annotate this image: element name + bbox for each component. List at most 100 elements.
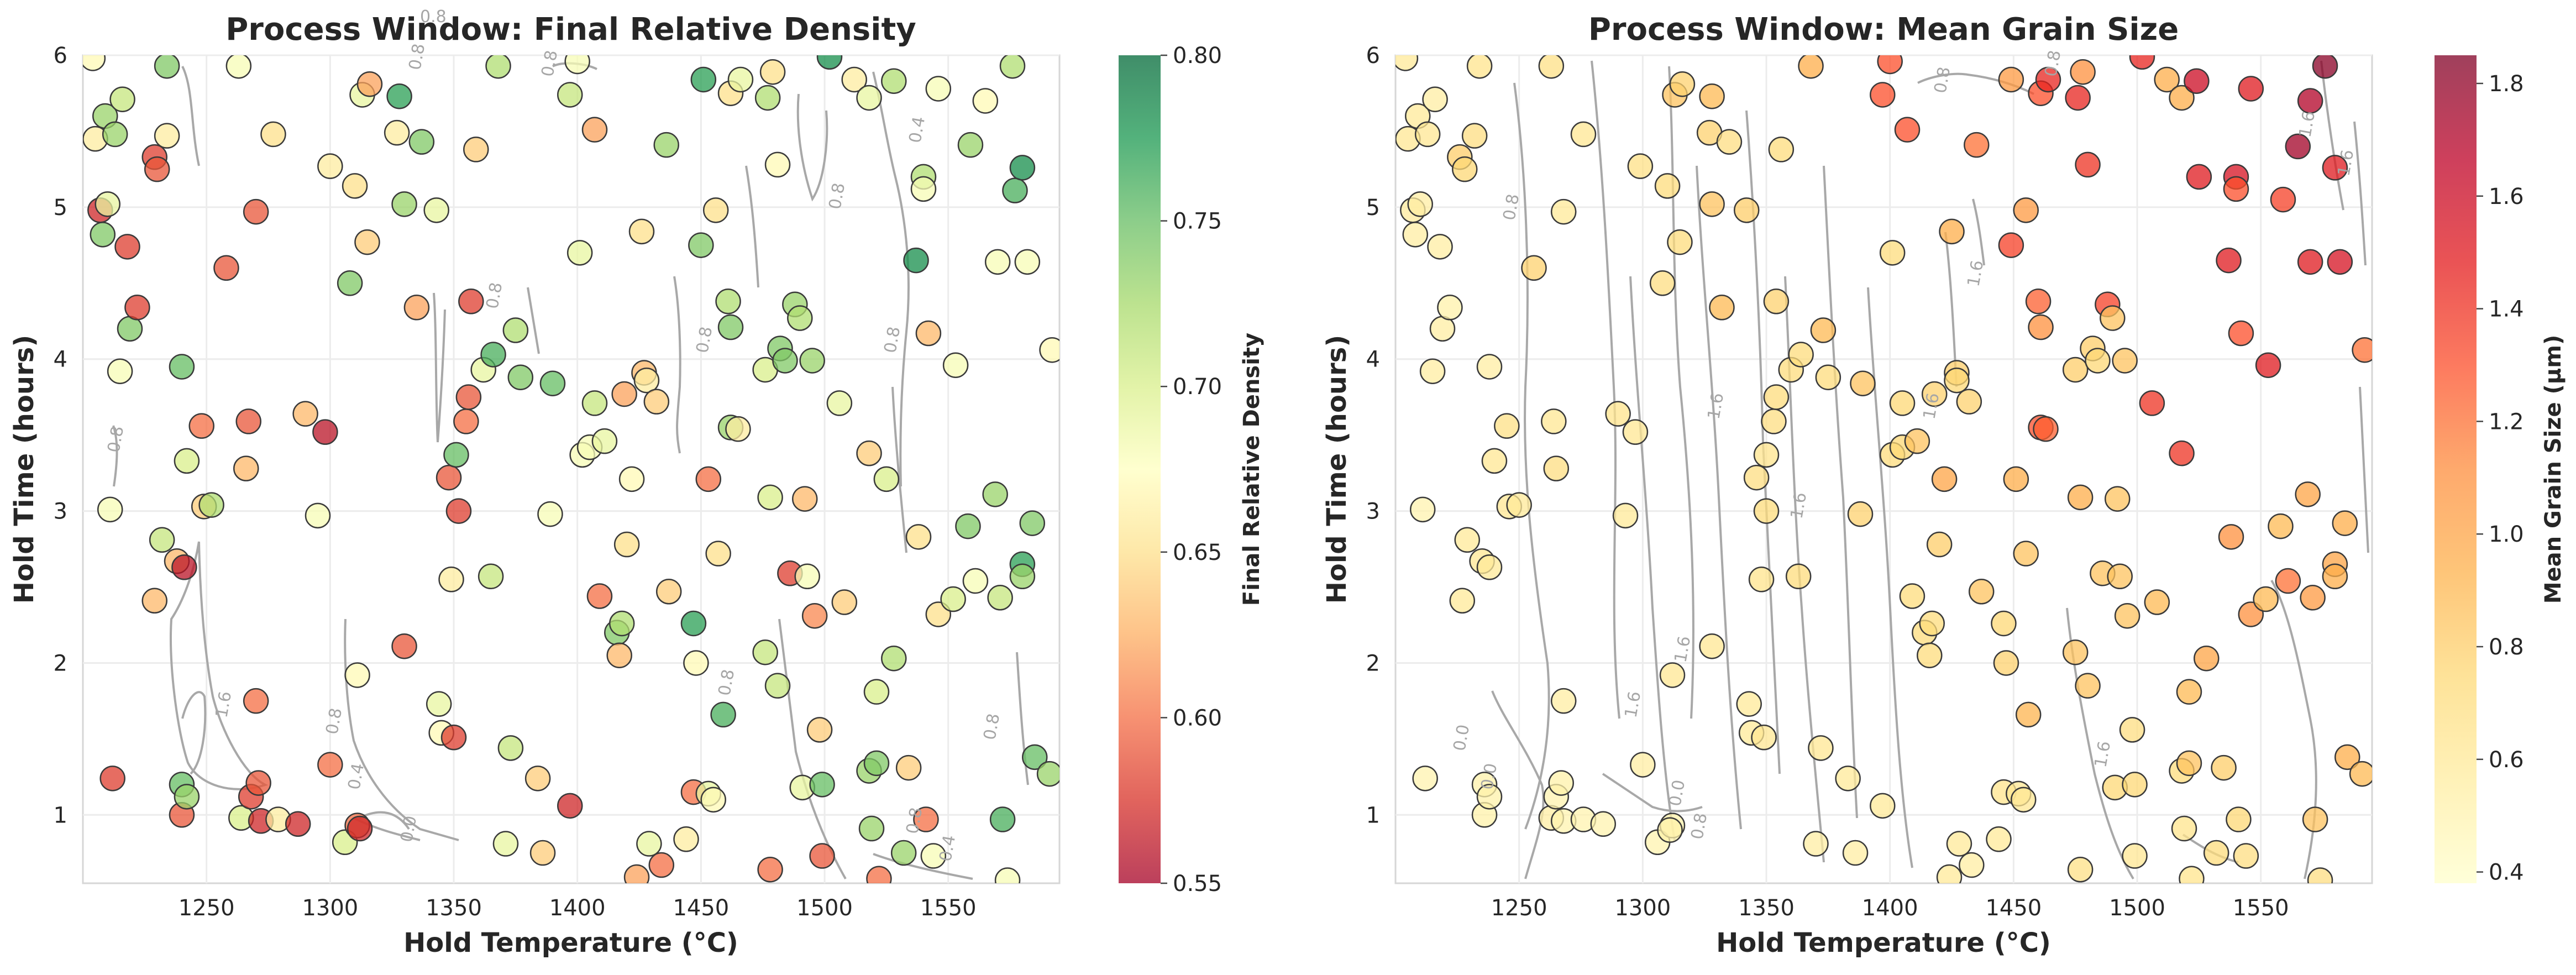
scatter-point (1743, 464, 1770, 491)
density-contour-line (181, 691, 207, 775)
scatter-point (1605, 401, 1631, 427)
scatter-point (2154, 66, 2180, 93)
scatter-point (1002, 177, 1028, 203)
grain-chart-title: Process Window: Mean Grain Size (1588, 12, 2179, 48)
colorbar-tick-label: 1.8 (2489, 71, 2524, 97)
scatter-point (1709, 295, 1735, 321)
scatter-point (317, 153, 343, 179)
scatter-point (999, 55, 1026, 79)
scatter-point (591, 428, 618, 454)
y-tick-label: 2 (1366, 651, 1380, 676)
scatter-point (1521, 255, 1547, 281)
scatter-point (2107, 563, 2133, 590)
scatter-point (2067, 484, 2094, 511)
scatter-point (2179, 866, 2205, 883)
scatter-point (453, 408, 479, 434)
scatter-point (90, 222, 116, 248)
scatter-point (2122, 772, 2148, 798)
scatter-point (1541, 408, 1567, 434)
scatter-point (1733, 197, 1760, 223)
scatter-point (141, 588, 167, 614)
scatter-point (1753, 498, 1780, 524)
scatter-point (633, 367, 660, 394)
x-tick-label: 1350 (426, 895, 482, 921)
scatter-point (1543, 455, 1570, 481)
scatter-point (863, 750, 890, 777)
scatter-point (2332, 510, 2358, 536)
scatter-point (1936, 864, 1963, 883)
scatter-point (1879, 240, 1906, 266)
scatter-point (1427, 234, 1453, 260)
colorbar-tick-label: 0.4 (2489, 860, 2524, 885)
scatter-point (866, 866, 892, 883)
scatter-point (1481, 448, 1508, 474)
scatter-point (154, 123, 180, 149)
scatter-point (816, 55, 843, 70)
grain-contour-label: 1.6 (1621, 690, 1645, 719)
scatter-point (2169, 85, 2195, 111)
scatter-point (2067, 857, 2094, 883)
scatter-point (1422, 86, 1448, 112)
scatter-point (502, 317, 529, 343)
scatter-point (337, 270, 363, 296)
scatter-point (695, 466, 722, 492)
scatter-point (1939, 218, 1965, 245)
y-tick-label: 3 (1366, 499, 1380, 525)
scatter-point (989, 806, 1016, 832)
scatter-point (524, 766, 551, 791)
scatter-point (114, 234, 140, 260)
scatter-point (1921, 381, 1948, 407)
scatter-point (1414, 121, 1441, 148)
scatter-point (881, 68, 907, 94)
scatter-point (2322, 563, 2348, 590)
scatter-point (2176, 679, 2202, 705)
scatter-point (2268, 513, 2294, 539)
y-tick-label: 2 (54, 651, 67, 676)
grain-contour-label: 1.6 (2334, 148, 2358, 177)
scatter-point (354, 229, 380, 255)
colorbar-tick-label: 0.75 (1173, 209, 1222, 234)
scatter-point (1659, 662, 1686, 688)
scatter-point (169, 354, 195, 380)
grain-contour-line (1513, 82, 1550, 830)
grain-contour-label: 1.6 (1919, 391, 1943, 421)
scatter-point (312, 419, 338, 445)
scatter-point (1808, 735, 1834, 761)
scatter-point (1842, 840, 1869, 866)
density-contour-label: 0.8 (538, 49, 562, 78)
scatter-point (2033, 416, 2059, 442)
scatter-point (1998, 232, 2024, 258)
scatter-point (955, 513, 981, 539)
scatter-point (673, 826, 699, 852)
scatter-point (1991, 610, 2017, 637)
scatter-point (188, 413, 214, 439)
grain-contour-label: 0.8 (1930, 65, 1954, 95)
scatter-point (225, 55, 252, 79)
density-contour-line (527, 287, 540, 354)
density-contour-line (891, 386, 907, 553)
scatter-point (1654, 173, 1681, 199)
scatter-point (648, 852, 675, 878)
scatter-point (994, 867, 1021, 883)
scatter-point (1412, 766, 1438, 791)
scatter-point (564, 55, 590, 75)
scatter-point (2114, 602, 2140, 629)
scatter-point (1022, 744, 1048, 770)
scatter-point (539, 370, 566, 396)
grain-contour-label: 0.8 (1499, 192, 1523, 222)
scatter-point (1986, 826, 2012, 852)
scatter-point (2300, 585, 2326, 611)
scatter-point (764, 673, 791, 699)
density-contour-label: 0.8 (715, 668, 738, 697)
scatter-point (305, 502, 331, 529)
grain-y-ticks: 1 2 3 4 5 6 (1366, 43, 1380, 828)
grain-contour-label: 0.0 (1477, 762, 1501, 791)
density-chart: Process Window: Final Relative Density 0… (9, 7, 1265, 958)
density-contour-line (344, 618, 459, 841)
scatter-point (2003, 466, 2029, 492)
scatter-point (942, 352, 969, 378)
grain-contour-line (1629, 276, 1676, 841)
scatter-point (2255, 352, 2281, 378)
scatter-point (794, 563, 820, 590)
grain-contour-label: 1.6 (2091, 740, 2115, 769)
